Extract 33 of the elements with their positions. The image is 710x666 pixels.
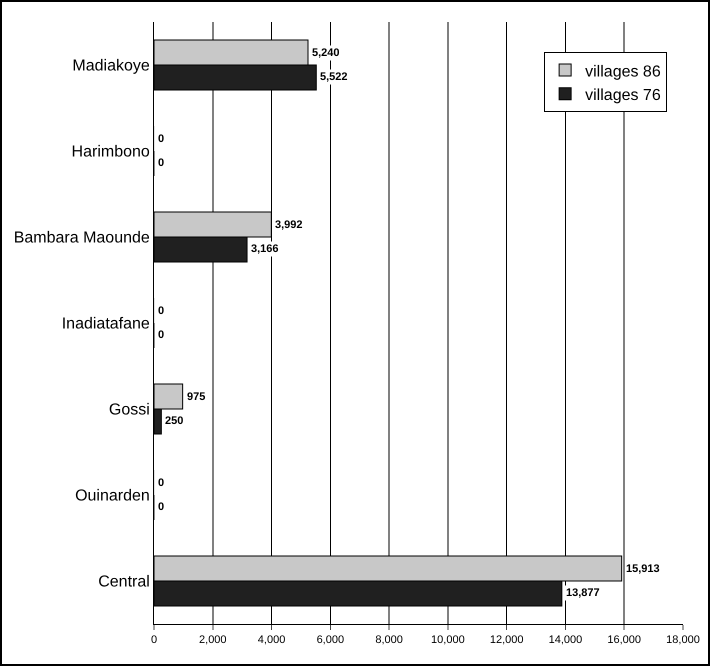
x-tick-label: 4,000 <box>258 634 286 646</box>
y-tick-label: Harimbono <box>72 144 150 161</box>
y-tick-label: Ouinarden <box>75 488 150 505</box>
x-tick-label: 2,000 <box>199 634 227 646</box>
legend-label: villages 86 <box>585 63 661 80</box>
x-tick-label: 14,000 <box>548 634 582 646</box>
data-label: 0 <box>158 157 164 169</box>
data-label: 0 <box>158 329 164 341</box>
x-tick-label: 18,000 <box>666 634 700 646</box>
data-label: 15,913 <box>626 563 660 575</box>
y-tick-label: Madiakoye <box>72 58 150 75</box>
y-tick-label: Inadiatafane <box>62 316 150 333</box>
data-label: 0 <box>158 477 164 489</box>
data-label: 975 <box>187 391 206 403</box>
x-tick-label: 12,000 <box>490 634 524 646</box>
data-label: 0 <box>158 133 164 145</box>
data-label: 5,240 <box>312 47 340 59</box>
x-tick-label: 6,000 <box>316 634 344 646</box>
data-label: 3,992 <box>275 219 303 231</box>
data-label: 5,522 <box>320 71 348 83</box>
x-tick-label: 0 <box>150 634 158 646</box>
x-tick-label: 8,000 <box>375 634 403 646</box>
x-tick-label: 10,000 <box>431 634 465 646</box>
data-label: 0 <box>158 305 164 317</box>
legend-label: villages 76 <box>585 87 661 104</box>
data-label: 3,166 <box>251 243 279 255</box>
x-tick-label: 16,000 <box>607 634 642 646</box>
data-label: 250 <box>165 415 184 427</box>
data-label: 0 <box>158 501 164 513</box>
y-tick-label: Bambara Maounde <box>14 230 150 247</box>
y-tick-label: Gossi <box>108 402 150 419</box>
y-tick-label: Central <box>98 574 150 591</box>
data-label: 13,877 <box>566 587 600 599</box>
